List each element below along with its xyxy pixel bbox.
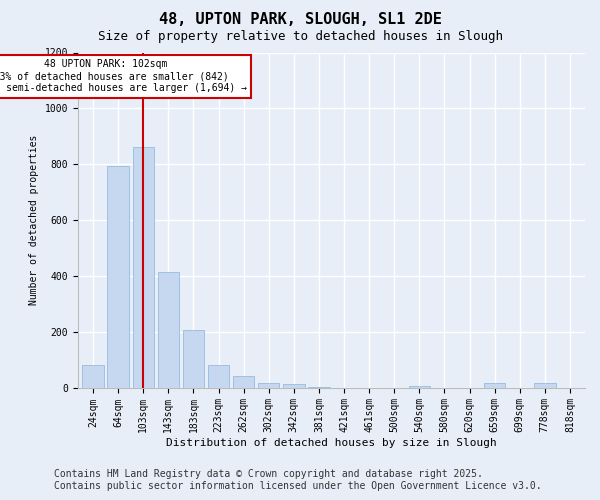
Text: Contains HM Land Registry data © Crown copyright and database right 2025.
Contai: Contains HM Land Registry data © Crown c…	[54, 470, 542, 491]
Text: 48, UPTON PARK, SLOUGH, SL1 2DE: 48, UPTON PARK, SLOUGH, SL1 2DE	[158, 12, 442, 28]
Bar	[258, 384, 280, 388]
Text: 48 UPTON PARK: 102sqm
← 33% of detached houses are smaller (842)
67% of semi-det: 48 UPTON PARK: 102sqm ← 33% of detached …	[0, 60, 247, 92]
Bar	[133, 148, 154, 388]
Text: Size of property relative to detached houses in Slough: Size of property relative to detached ho…	[97, 30, 503, 43]
Y-axis label: Number of detached properties: Number of detached properties	[29, 135, 39, 305]
Bar	[534, 384, 556, 388]
Bar	[484, 384, 505, 388]
Bar	[183, 330, 204, 388]
Bar	[82, 365, 104, 388]
Bar	[158, 272, 179, 388]
Bar	[409, 386, 430, 388]
X-axis label: Distribution of detached houses by size in Slough: Distribution of detached houses by size …	[166, 438, 497, 448]
Bar	[107, 166, 129, 388]
Bar	[308, 387, 329, 388]
Bar	[233, 376, 254, 388]
Bar	[208, 365, 229, 388]
Bar	[283, 384, 305, 388]
